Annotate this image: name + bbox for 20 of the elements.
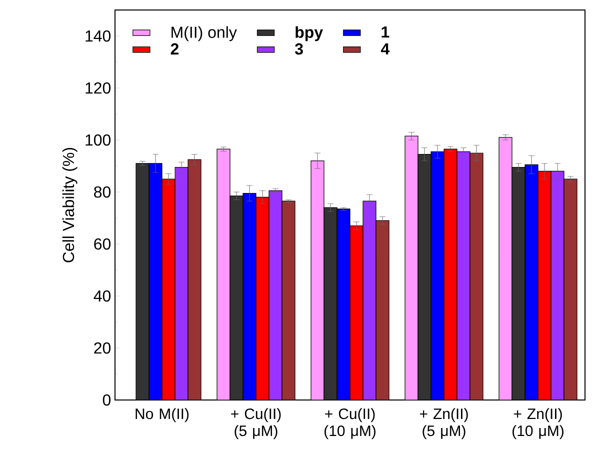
x-tick-label: + Zn(II) (10 μM): [512, 408, 564, 440]
x-tick-label: + Zn(II) (5 μM): [420, 408, 468, 440]
y-tick-label: 0: [102, 394, 111, 406]
y-tick-label: 80: [94, 186, 111, 198]
x-tick-label: + Cu(II) (10 μM): [324, 408, 376, 440]
y-tick-label: 60: [94, 238, 111, 250]
legend-label: 2: [170, 43, 179, 54]
y-tick-label: 40: [94, 290, 111, 302]
x-tick-label: No M(II): [136, 408, 189, 422]
y-tick-label: 20: [94, 342, 111, 354]
y-tick-label: 100: [86, 134, 111, 146]
legend-label: 3: [294, 43, 303, 55]
y-tick-label: 120: [86, 82, 111, 94]
legend-label: 1: [382, 26, 390, 38]
legend-label: 4: [380, 43, 390, 54]
x-tick-label: + Cu(II) (5 μM): [231, 408, 281, 440]
legend-label: bpy: [296, 26, 323, 42]
legend-label: M(II) only: [172, 26, 237, 42]
y-tick-label: 140: [86, 30, 111, 42]
y-axis-title: Cell Viability (%): [62, 148, 78, 262]
